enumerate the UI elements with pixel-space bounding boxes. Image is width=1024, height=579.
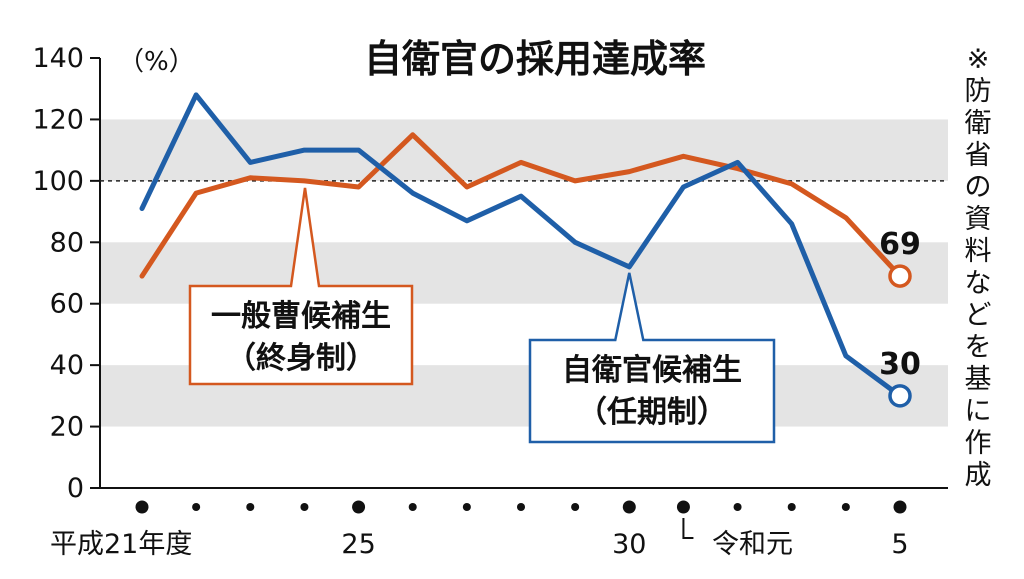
x-tick-dot bbox=[841, 503, 850, 511]
grid-band bbox=[100, 119, 948, 181]
x-tick-dot bbox=[300, 503, 309, 511]
x-tick-dot bbox=[246, 503, 255, 511]
plot-frame bbox=[99, 58, 948, 489]
source-note-char: 成 bbox=[965, 460, 992, 491]
y-tick-label: 0 bbox=[67, 473, 84, 504]
source-note-char: ど bbox=[965, 300, 992, 331]
end-value-label: 69 bbox=[879, 227, 921, 262]
x-tick-dot bbox=[517, 503, 525, 511]
x-tick-dot bbox=[135, 500, 149, 514]
x-tick-label: 30 bbox=[612, 529, 646, 560]
era-bracket bbox=[682, 518, 694, 539]
y-tick-label: 20 bbox=[50, 412, 84, 443]
x-axis-ticks: 平成21年度 25 30 令和元 5 bbox=[50, 500, 909, 560]
y-tick-label: 40 bbox=[50, 350, 84, 381]
source-note-char: 防 bbox=[965, 76, 992, 107]
x-tick-dot bbox=[622, 500, 636, 514]
callout-box bbox=[528, 272, 776, 444]
chart-title: 自衛官の採用達成率 bbox=[364, 37, 706, 81]
source-note-char: 資 bbox=[965, 204, 992, 235]
source-note-char: 省 bbox=[965, 140, 992, 171]
callouts: 一般曹候補生 （終身制） 自衛官候補生 （任期制） bbox=[188, 187, 776, 444]
data-point-end bbox=[888, 384, 912, 408]
y-axis-unit: （%） bbox=[118, 47, 195, 77]
grid-bands bbox=[100, 119, 948, 427]
y-tick-label: 140 bbox=[32, 43, 84, 74]
y-axis-ticks: 0 20 40 60 80 100 120 140 bbox=[32, 43, 100, 504]
callout-label: 一般曹候補生 bbox=[211, 299, 391, 334]
callout-label: 自衛官候補生 bbox=[562, 353, 742, 388]
y-tick-label: 80 bbox=[50, 227, 84, 258]
source-note-char: を bbox=[965, 332, 992, 363]
x-tick-label: 平成21年度 bbox=[50, 529, 192, 560]
y-tick-label: 100 bbox=[32, 166, 84, 197]
source-note-char: 作 bbox=[965, 428, 992, 459]
x-tick-dot bbox=[462, 503, 471, 511]
data-point-end bbox=[888, 264, 912, 288]
x-tick-dot bbox=[676, 500, 690, 514]
callout-label: （任期制） bbox=[577, 395, 727, 430]
source-note-char: の bbox=[965, 172, 992, 203]
series-layer: 69 30 bbox=[139, 92, 921, 408]
x-tick-dot bbox=[352, 500, 366, 514]
end-value-label: 30 bbox=[879, 347, 921, 382]
x-tick-label: 25 bbox=[341, 529, 375, 560]
source-note-char: 衛 bbox=[965, 108, 992, 139]
callout-box bbox=[188, 187, 414, 386]
source-note-char: に bbox=[965, 396, 992, 427]
x-tick-dot bbox=[787, 503, 796, 511]
source-note-char: な bbox=[965, 268, 992, 299]
callout-label: （終身制） bbox=[226, 341, 376, 376]
y-tick-label: 60 bbox=[50, 289, 84, 320]
source-note-char: ※ bbox=[967, 44, 990, 75]
x-tick-label: 5 bbox=[891, 529, 908, 560]
y-tick-label: 120 bbox=[32, 104, 84, 135]
x-tick-label: 令和元 bbox=[712, 529, 793, 560]
source-note-char: 料 bbox=[965, 236, 992, 267]
x-tick-dot bbox=[192, 503, 201, 511]
x-tick-dot bbox=[408, 503, 417, 511]
x-tick-dot bbox=[733, 503, 742, 511]
x-tick-dot bbox=[893, 500, 907, 514]
x-tick-dot bbox=[571, 503, 580, 511]
source-note-char: 基 bbox=[965, 364, 992, 395]
